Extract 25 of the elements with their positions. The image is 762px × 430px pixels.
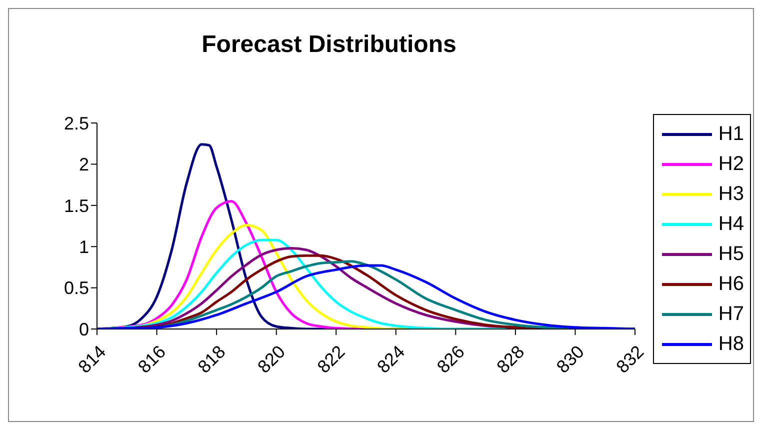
y-tick-label: 1 (78, 236, 89, 257)
legend-label: H7 (718, 302, 744, 326)
legend-label: H4 (718, 212, 744, 236)
chart-title: Forecast Distributions (200, 31, 458, 59)
x-tick-label: 824 (373, 342, 409, 377)
legend-label: H8 (718, 332, 744, 356)
legend-label: H3 (718, 182, 744, 206)
legend-label: H1 (718, 122, 744, 146)
x-tick-label: 818 (194, 342, 230, 377)
y-tick-label: 1.5 (64, 196, 89, 216)
x-tick-label: 830 (552, 342, 588, 377)
legend-label: H6 (718, 272, 744, 296)
x-tick-label: 828 (492, 342, 528, 377)
y-tick-label: 0.5 (64, 278, 89, 298)
x-tick-label: 822 (313, 342, 349, 377)
y-tick-label: 2 (78, 154, 89, 175)
y-tick-label: 2.5 (64, 113, 89, 134)
legend-label: H5 (718, 242, 744, 266)
x-tick-label: 820 (254, 342, 290, 377)
x-tick-label: 816 (134, 342, 170, 377)
x-tick-label: 832 (612, 342, 648, 377)
x-tick-label: 826 (433, 342, 468, 377)
legend-label: H2 (718, 152, 744, 176)
x-tick-label: 814 (74, 342, 110, 377)
y-tick-label: 0 (78, 319, 89, 340)
